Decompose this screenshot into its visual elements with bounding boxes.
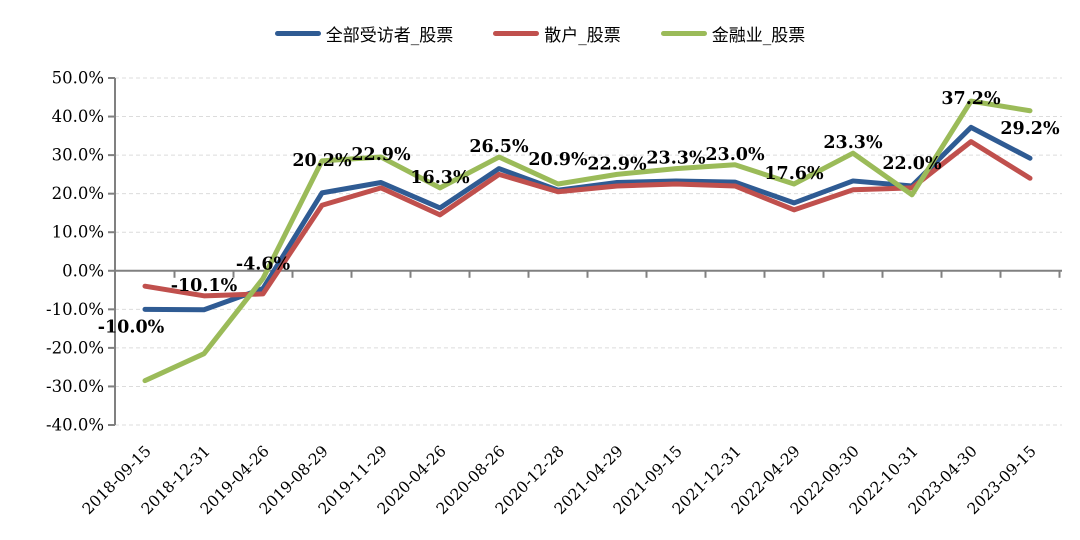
legend-item-finance-industry-stocks: 金融业_股票 xyxy=(660,21,806,46)
y-tick-label: -10.0% xyxy=(46,300,104,319)
y-tick-label: -40.0% xyxy=(46,416,104,435)
y-tick-label: 0.0% xyxy=(62,261,104,280)
data-label: -10.1% xyxy=(171,276,238,296)
series-line-2 xyxy=(142,98,1033,384)
series-line-1 xyxy=(142,139,1033,299)
data-label: 16.3% xyxy=(410,168,470,188)
chart-legend: 全部受访者_股票 散户_股票 金融业_股票 xyxy=(0,21,1080,46)
data-label: 23.0% xyxy=(705,145,765,165)
legend-label: 散户_股票 xyxy=(544,26,621,46)
y-tick-label: 10.0% xyxy=(52,223,104,242)
y-tick-label: 40.0% xyxy=(52,107,104,126)
data-label: 29.2% xyxy=(1000,119,1060,139)
data-label: 37.2% xyxy=(941,89,1001,109)
y-tick-label: -30.0% xyxy=(46,377,104,396)
data-label: -4.6% xyxy=(236,254,291,274)
legend-label: 全部受访者_股票 xyxy=(325,26,454,46)
legend-item-retail-investors-stocks: 散户_股票 xyxy=(493,21,621,46)
y-tick-label: 30.0% xyxy=(52,146,104,165)
data-label: 23.3% xyxy=(823,133,883,153)
data-label: 17.6% xyxy=(764,164,824,184)
y-tick-label: 20.0% xyxy=(52,184,104,203)
legend-line-swatch-blue xyxy=(274,31,321,36)
legend-label: 金融业_股票 xyxy=(711,26,806,46)
data-label: 22.0% xyxy=(882,154,942,174)
legend-item-all-respondents-stocks: 全部受访者_股票 xyxy=(274,21,454,46)
data-label: 23.3% xyxy=(646,149,706,169)
legend-line-swatch-red xyxy=(493,31,540,36)
y-tick-label: -20.0% xyxy=(46,338,104,357)
data-label: 20.2% xyxy=(292,151,352,171)
data-label: 26.5% xyxy=(469,137,529,157)
data-label: 22.9% xyxy=(351,145,411,165)
y-tick-label: 50.0% xyxy=(52,69,104,88)
data-label: 22.9% xyxy=(587,154,647,174)
data-label: 20.9% xyxy=(528,150,588,170)
legend-line-swatch-green xyxy=(660,31,707,36)
data-label: -10.0% xyxy=(98,317,165,337)
